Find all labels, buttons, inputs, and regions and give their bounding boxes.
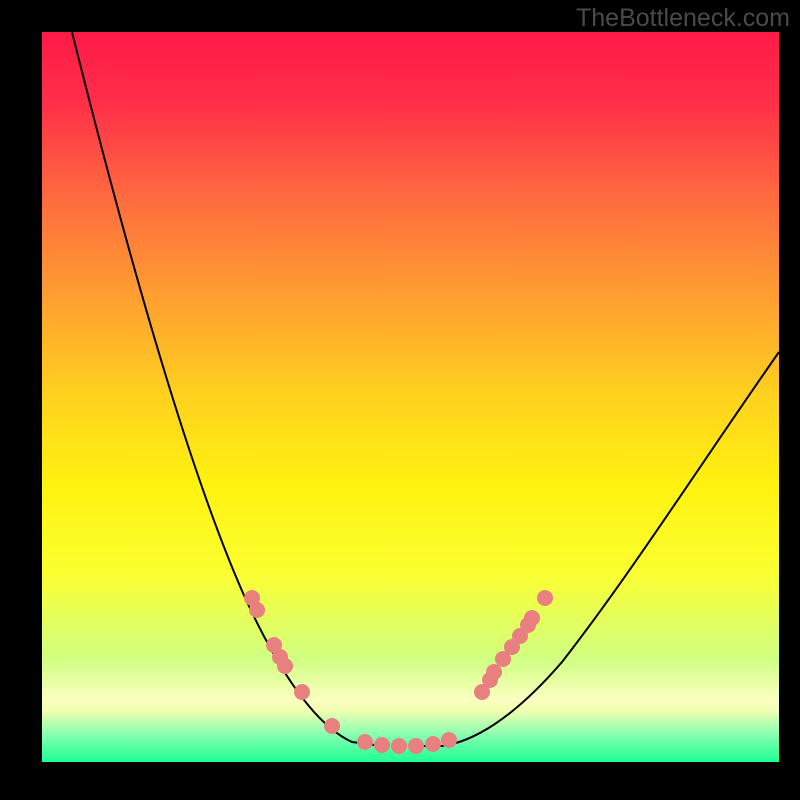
chart-plot-area xyxy=(42,32,779,762)
right-marker xyxy=(537,590,553,606)
left-marker xyxy=(249,602,265,618)
bottom-marker xyxy=(425,736,441,752)
bottom-marker xyxy=(408,738,424,754)
curve-right xyxy=(412,352,779,746)
left-marker xyxy=(294,684,310,700)
bottom-marker xyxy=(374,737,390,753)
left-marker xyxy=(277,658,293,674)
curve-layer xyxy=(42,32,779,762)
left-marker xyxy=(324,718,340,734)
right-marker xyxy=(474,684,490,700)
curve-left xyxy=(72,32,382,746)
bottom-marker xyxy=(391,738,407,754)
right-marker xyxy=(495,651,511,667)
bottom-marker xyxy=(441,732,457,748)
watermark: TheBottleneck.com xyxy=(576,4,790,33)
bottom-marker xyxy=(357,734,373,750)
